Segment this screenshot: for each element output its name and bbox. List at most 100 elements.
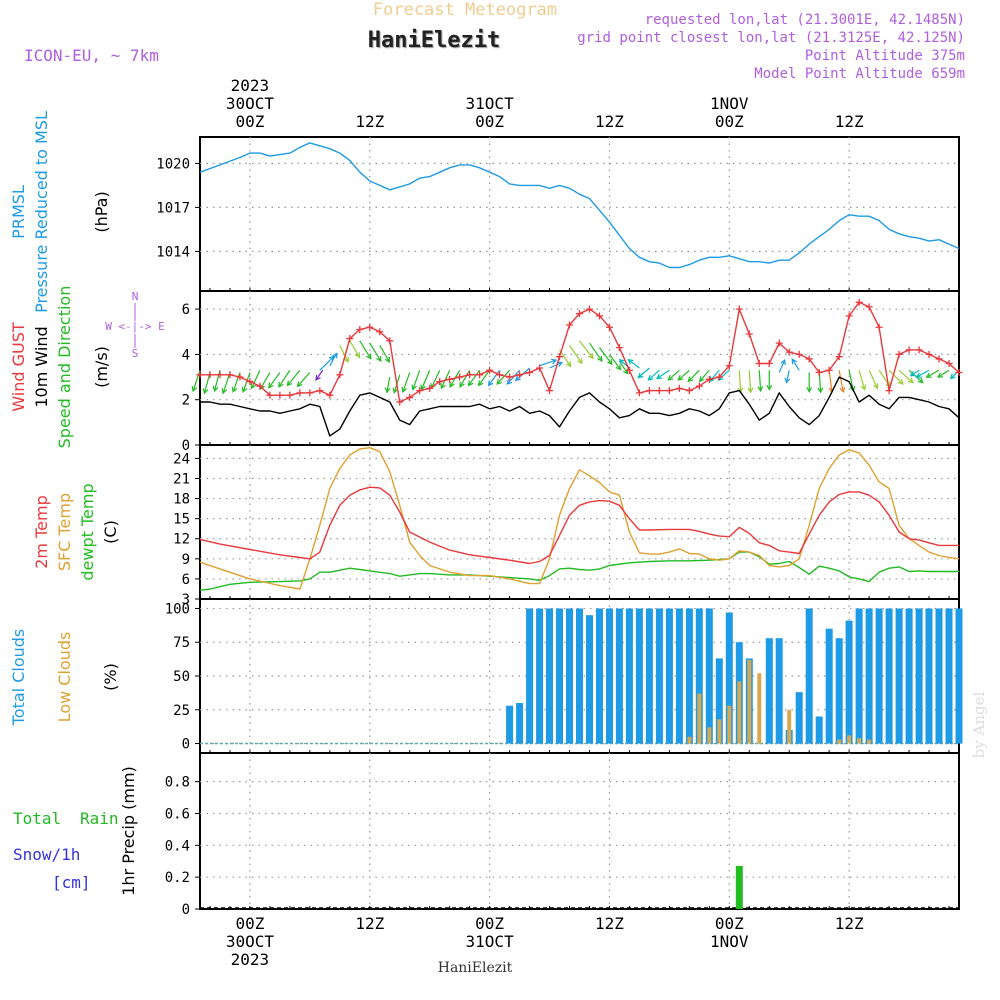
data-marks	[191, 142, 963, 909]
wind-gust-point	[196, 371, 204, 379]
wind-gust-point	[426, 384, 434, 392]
wind-arrow	[315, 369, 324, 381]
ytick-label-clouds: 100	[165, 601, 190, 617]
wind-arrow-head	[221, 388, 228, 395]
low-cloud-bar	[857, 738, 862, 744]
wind-arrow-head	[191, 385, 198, 393]
total-cloud-bar	[695, 608, 703, 744]
time-label-bottom: 12Z	[595, 914, 624, 933]
wind-gust-point	[266, 391, 274, 399]
total-cloud-bar	[885, 608, 893, 744]
wind-arrow	[459, 369, 471, 388]
wind-gust-point	[396, 398, 404, 406]
wind-gust-point	[386, 337, 394, 345]
wind-arrow-head	[231, 386, 238, 393]
total-cloud-bar	[715, 658, 723, 744]
label-wind-gust: Wind GUST	[9, 322, 28, 412]
wind-arrow	[699, 369, 710, 382]
wind-gust-point	[705, 375, 713, 383]
wind-gust-point	[376, 328, 384, 336]
wind-arrow	[369, 342, 382, 362]
ytick-label-pressure: 1020	[156, 156, 190, 172]
wind-gust-line	[200, 301, 960, 403]
wind-gust-point	[895, 350, 903, 358]
low-cloud-bar	[717, 719, 722, 744]
ytick-label-pressure: 1017	[156, 200, 190, 216]
total-cloud-bar	[635, 608, 643, 744]
wind-arrow	[297, 372, 311, 387]
total-cloud-bar	[825, 628, 833, 744]
ytick-label-wind: 4	[182, 347, 190, 363]
wind-gust-point	[795, 350, 803, 358]
wind-gust-point	[216, 371, 224, 379]
time-label-bottom: 30OCT	[226, 932, 275, 951]
wind-arrow-head	[376, 355, 382, 363]
time-label-bottom: 1NOV	[710, 932, 749, 951]
wind-gust-point	[316, 387, 324, 395]
label-sfc-temp: SFC Temp	[55, 493, 74, 571]
total-cloud-bar	[506, 705, 514, 744]
wind-arrow-head	[506, 378, 513, 385]
label-ms: (m/s)	[92, 346, 111, 388]
total-cloud-bar	[556, 608, 563, 744]
wind-gust-point	[635, 389, 643, 397]
time-label-top: 31OCT	[466, 94, 515, 113]
wind-arrow	[838, 370, 844, 392]
gridpoint-location: grid point closest lon,lat (21.3125E, 42…	[577, 30, 965, 46]
time-label-bottom: 31OCT	[466, 932, 515, 951]
wind-gust-point	[655, 387, 663, 395]
sfc-temp-line	[199, 447, 960, 590]
low-cloud-bar	[737, 681, 742, 744]
wind-arrow	[908, 369, 924, 384]
watermark: by Angel	[970, 691, 988, 758]
low-cloud-bar	[757, 673, 762, 744]
wind-gust-point	[236, 373, 244, 381]
label-pressure-msl: Pressure Reduced to MSL	[32, 111, 51, 313]
compass-south: S	[132, 347, 139, 360]
rain-bar	[735, 866, 743, 909]
low-cloud-bar	[787, 709, 792, 744]
total-cloud-bar	[815, 716, 823, 744]
wind-arrow-head	[366, 353, 372, 360]
total-cloud-bar	[645, 608, 653, 744]
wind-gust-point	[825, 366, 833, 374]
wind-arrow	[496, 369, 511, 385]
tick-labels: 1014101710200246369121518212402550751000…	[156, 156, 950, 918]
total-cloud-bar	[805, 608, 813, 744]
wind-arrow	[549, 361, 563, 369]
wind-gust-point	[566, 321, 574, 329]
low-cloud-bar	[837, 739, 842, 744]
wind-arrow	[910, 369, 920, 377]
ytick-label-clouds: 0	[182, 737, 190, 753]
wind-arrow-head	[577, 358, 583, 365]
wind-arrow-head	[202, 388, 209, 395]
total-cloud-bar	[725, 612, 733, 744]
wind-arrow-head	[909, 371, 916, 377]
total-cloud-bar	[665, 608, 673, 744]
wind-gust-point	[595, 312, 603, 320]
wind-arrow	[478, 369, 491, 386]
wind-arrow-head	[477, 380, 484, 387]
wind-arrow-head	[459, 381, 465, 388]
wind-gust-point	[476, 371, 484, 379]
wind-gust-point	[456, 373, 464, 381]
wind-gust-point	[406, 393, 414, 401]
wind-arrow-head	[278, 381, 284, 388]
total-cloud-bar	[705, 608, 713, 744]
wind-gust-point	[685, 387, 693, 395]
wind-arrow-head	[915, 372, 922, 378]
wind-arrow	[506, 369, 521, 385]
wind-arrow	[440, 370, 451, 389]
wind-arrow	[232, 372, 241, 392]
time-label-bottom: 00Z	[475, 914, 504, 933]
wind-arrow	[412, 370, 421, 390]
dewpoint-line	[199, 551, 959, 591]
wind-gust-point	[576, 310, 583, 318]
ytick-label-precipitation: 0.6	[165, 806, 190, 822]
label-2m-temp: 2m Temp	[32, 495, 51, 569]
wind-gust-point	[256, 382, 264, 390]
low-cloud-bar	[727, 705, 732, 744]
wind-arrow-head	[332, 352, 338, 359]
wind-arrow	[278, 369, 291, 388]
wind-arrow	[386, 376, 391, 393]
